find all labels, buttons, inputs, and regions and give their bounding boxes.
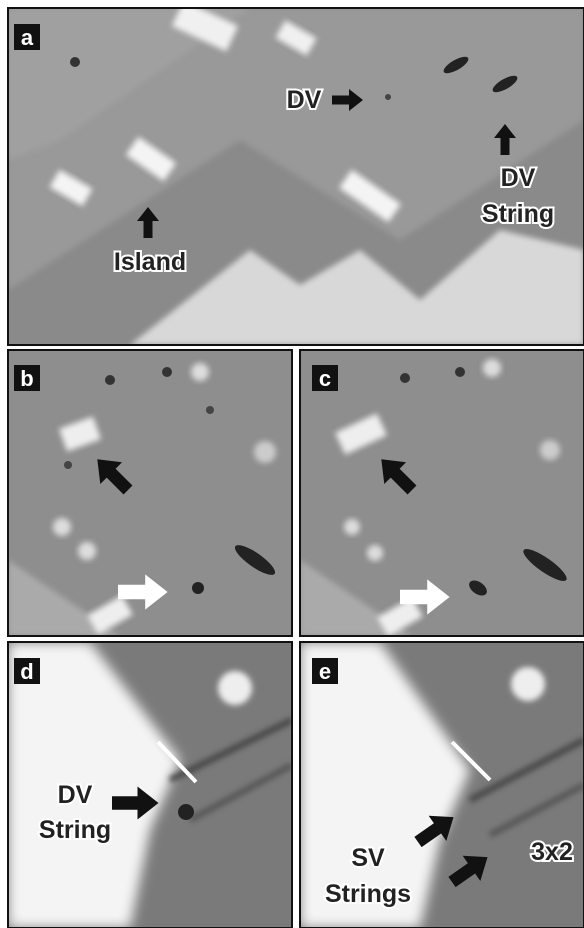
annotation: Strings: [325, 880, 411, 908]
annotation: DV: [287, 86, 322, 114]
annotation: Island: [114, 248, 186, 276]
annotation: DV: [501, 164, 536, 192]
panel-label: c: [319, 366, 331, 391]
figure: a DV DV String Island b c d DV String e …: [0, 0, 584, 928]
panel-label: a: [21, 25, 34, 50]
panel-label: e: [319, 659, 331, 684]
panel-label: d: [20, 659, 33, 684]
panel-a-image: [8, 1, 584, 345]
annotation: 3x2: [531, 838, 573, 866]
annotation: String: [482, 200, 554, 228]
panel-d-image: [8, 642, 292, 928]
annotation: SV: [351, 844, 385, 872]
annotation: String: [39, 816, 111, 844]
panel-label: b: [20, 366, 33, 391]
annotation: DV: [58, 781, 93, 809]
